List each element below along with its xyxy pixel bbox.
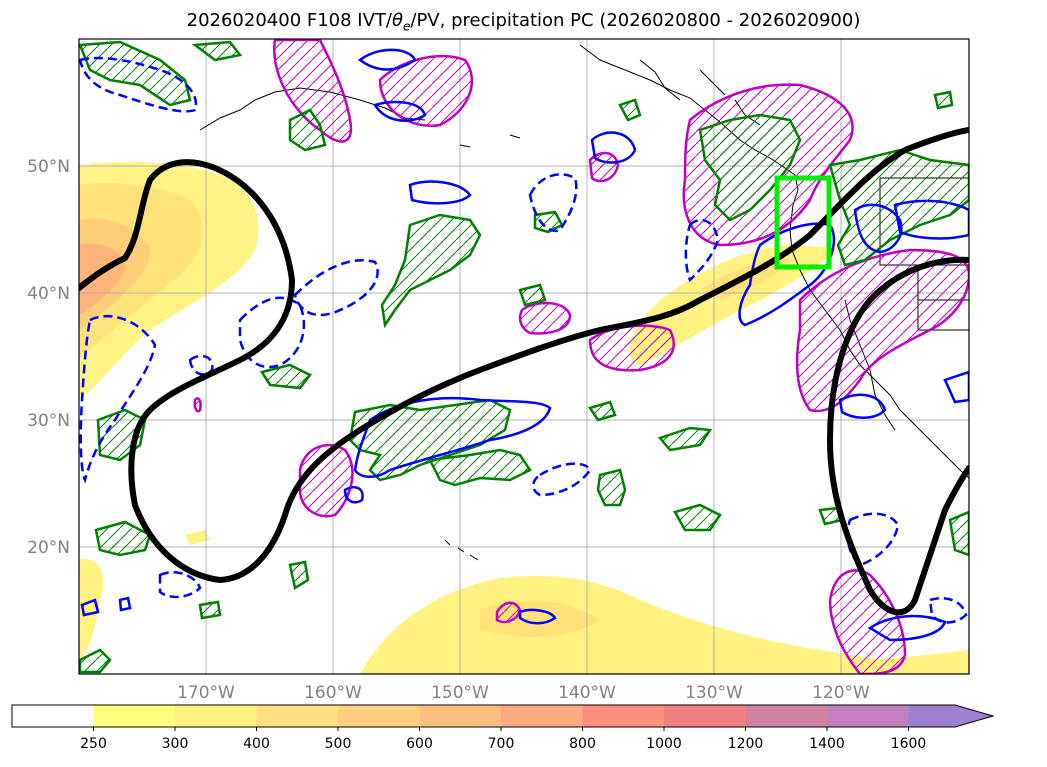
colorbar: 250 300 400 500 600 700 800 1000 1200 1400 1600 xyxy=(11,704,995,752)
colorbar-tick-label: 1000 xyxy=(646,736,682,752)
lon-label: 140°W xyxy=(558,683,616,703)
colorbar-tick-label: 1200 xyxy=(728,736,764,752)
colorbar-tick-label: 300 xyxy=(162,736,189,752)
colorbar-segment xyxy=(582,705,665,727)
colorbar-extend-segment xyxy=(908,705,993,727)
target-region-box xyxy=(774,175,832,270)
colorbar-tick-label: 1400 xyxy=(809,736,845,752)
pv-contour xyxy=(79,127,969,616)
lon-label: 170°W xyxy=(177,683,235,703)
lon-label: 130°W xyxy=(685,683,743,703)
colorbar-segment xyxy=(12,705,94,727)
colorbar-segment xyxy=(664,705,746,727)
lat-label: 40°N xyxy=(27,284,70,304)
lat-label: 30°N xyxy=(27,411,70,431)
map-title: 2026020400 F108 IVT/θe/PV, precipitation… xyxy=(186,10,861,34)
colorbar-segment xyxy=(338,705,420,727)
colorbar-tick-label: 1600 xyxy=(891,736,927,752)
map-frame xyxy=(78,38,970,675)
colorbar-segment xyxy=(827,705,909,727)
colorbar-tick-label: 800 xyxy=(569,736,596,752)
lat-label: 20°N xyxy=(27,538,70,558)
colorbar-segment xyxy=(501,705,583,727)
lon-labels: 170°W 160°W 150°W 140°W 130°W 120°W xyxy=(177,683,870,703)
colorbar-segment xyxy=(256,705,339,727)
colorbar-tick-label: 700 xyxy=(488,736,515,752)
colorbar-segment xyxy=(745,705,828,727)
colorbar-tick-label: 500 xyxy=(325,736,352,752)
colorbar-tick-label: 600 xyxy=(406,736,433,752)
colorbar-tick-label: 250 xyxy=(80,736,107,752)
lat-label: 50°N xyxy=(27,157,70,177)
lat-labels: 50°N 40°N 30°N 20°N xyxy=(27,157,70,558)
green-precip-contours xyxy=(79,40,969,674)
lon-label: 120°W xyxy=(812,683,870,703)
colorbar-segment xyxy=(175,705,257,727)
colorbar-tick-label: 400 xyxy=(243,736,270,752)
colorbar-segment xyxy=(93,705,176,727)
colorbar-outline xyxy=(11,704,995,728)
lon-label: 150°W xyxy=(431,683,489,703)
lon-label: 160°W xyxy=(304,683,362,703)
colorbar-segment xyxy=(419,705,502,727)
